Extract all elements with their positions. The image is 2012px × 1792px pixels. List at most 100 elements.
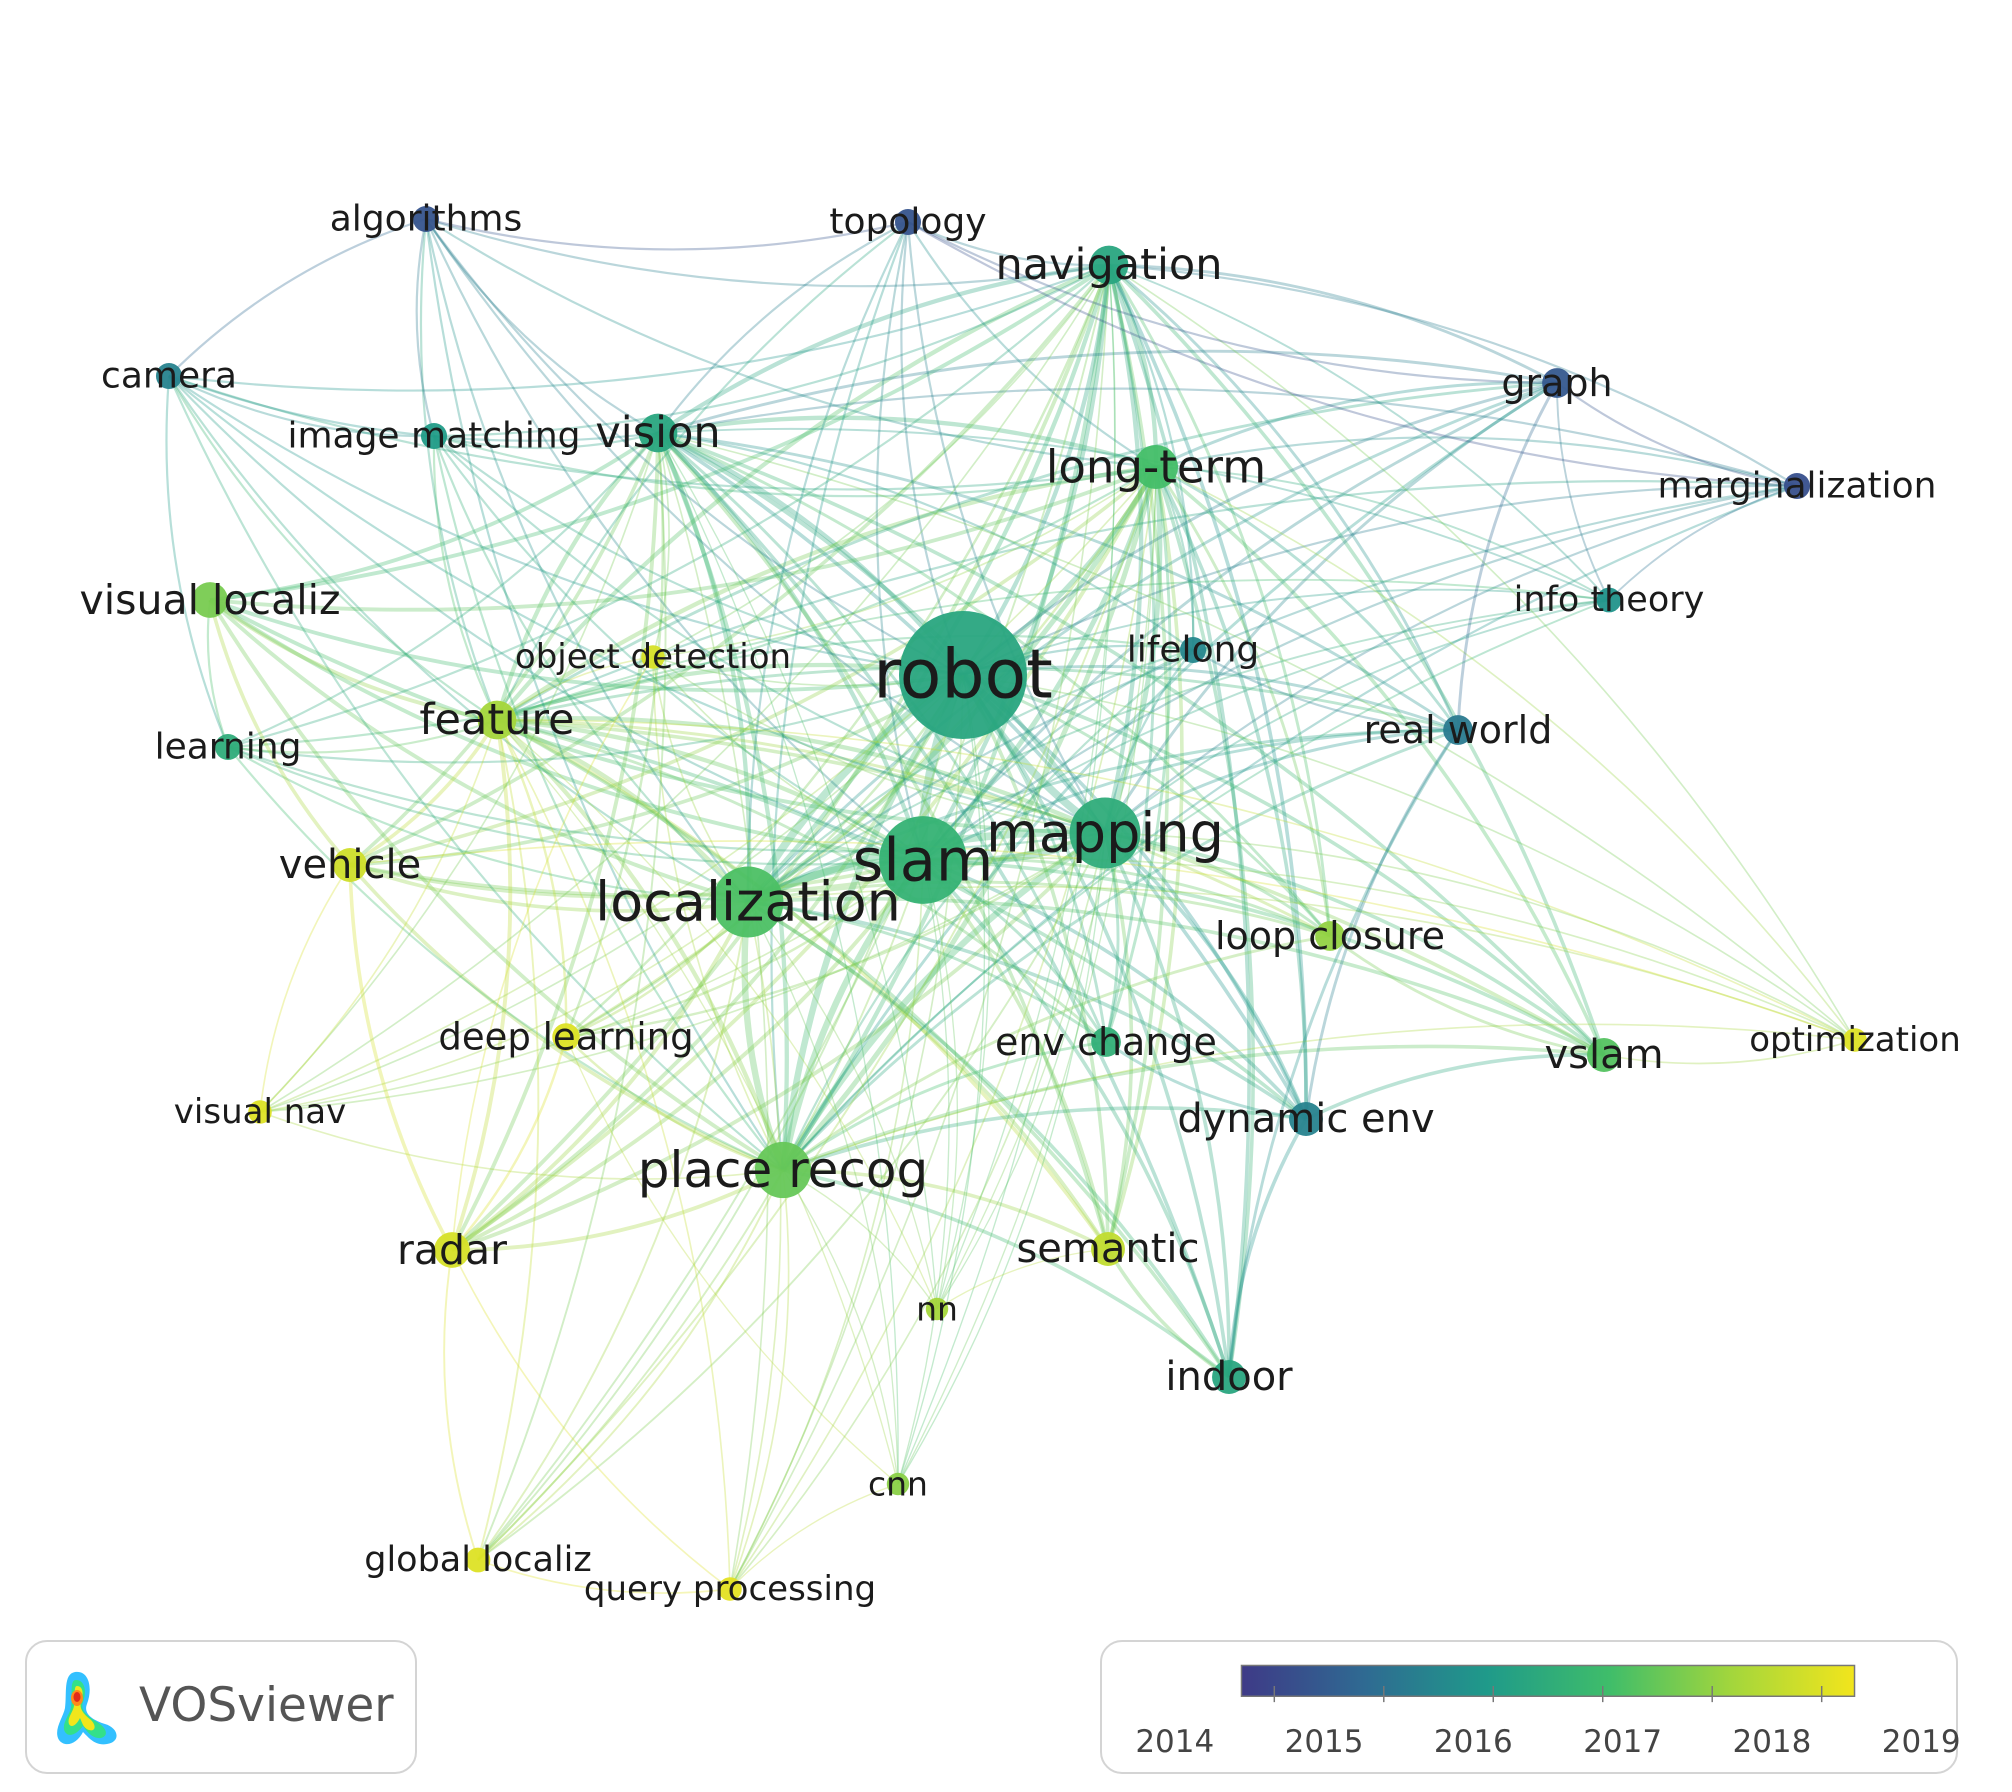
node-vision[interactable] bbox=[638, 413, 678, 453]
node-algorithms[interactable] bbox=[412, 205, 440, 233]
edge-place_recog-vision bbox=[656, 432, 789, 1171]
edge-optimization-mapping bbox=[1104, 832, 1856, 1041]
node-cnn[interactable] bbox=[886, 1472, 910, 1496]
node-global-localiz[interactable] bbox=[465, 1547, 491, 1573]
edge-lifelong-vision bbox=[657, 431, 1194, 651]
node-long-term[interactable] bbox=[1134, 445, 1178, 489]
node-label-radar: radar bbox=[397, 1226, 507, 1274]
node-feature[interactable] bbox=[477, 700, 517, 740]
node-semantic[interactable] bbox=[1091, 1232, 1125, 1266]
edge-nn-navigation bbox=[936, 264, 1116, 1310]
edge-env_change-localization bbox=[747, 900, 1107, 1044]
node-label-algorithms: algorithms bbox=[330, 199, 523, 240]
node-label-localization: localization bbox=[595, 871, 901, 934]
node-localization[interactable] bbox=[712, 866, 784, 938]
edge-slam-navigation bbox=[921, 264, 1112, 862]
node-dynamic-env[interactable] bbox=[1289, 1102, 1323, 1136]
edge-deep_learning-feature bbox=[495, 719, 568, 1038]
edge-indoor-robot bbox=[961, 673, 1231, 1378]
edge-cnn-place_recog bbox=[782, 1169, 899, 1485]
node-visual-localiz[interactable] bbox=[192, 582, 228, 618]
legend-tick-label: 2016 bbox=[1433, 1724, 1513, 1760]
node-label-info-theory: info theory bbox=[1514, 580, 1705, 620]
edge-radar-navigation bbox=[450, 264, 1111, 1252]
edge-mapping-feature bbox=[496, 715, 1106, 835]
edge-marginalization-long_term bbox=[1155, 436, 1798, 488]
edge-radar-long_term bbox=[450, 466, 1158, 1252]
node-object-detection[interactable] bbox=[641, 645, 665, 669]
edge-dynamic_env-indoor bbox=[1227, 1118, 1308, 1378]
node-label-robot: robot bbox=[873, 636, 1053, 715]
node-loop-closure[interactable] bbox=[1315, 921, 1345, 951]
edge-semantic-indoor bbox=[1106, 1248, 1230, 1379]
node-graph[interactable] bbox=[1542, 368, 1572, 398]
edge-semantic-localization bbox=[747, 900, 1110, 1250]
edge-loop_closure-vslam bbox=[1329, 934, 1605, 1057]
edge-optimization-slam bbox=[922, 857, 1856, 1041]
edge-learning-robot bbox=[227, 673, 964, 764]
node-label-slam: slam bbox=[853, 826, 994, 895]
node-info-theory[interactable] bbox=[1596, 587, 1622, 613]
edge-lifelong-feature bbox=[496, 634, 1194, 722]
node-place-recog[interactable] bbox=[754, 1141, 812, 1199]
edge-cnn-feature bbox=[496, 719, 899, 1485]
edge-camera-mapping bbox=[168, 375, 1106, 835]
node-lifelong[interactable] bbox=[1179, 636, 1207, 664]
edge-deep_learning-robot bbox=[565, 674, 965, 1039]
edge-image_matching-long_term bbox=[433, 434, 1157, 498]
edge-vehicle-navigation bbox=[349, 263, 1111, 867]
node-mapping[interactable] bbox=[1069, 797, 1141, 869]
edge-topology-slam bbox=[875, 221, 925, 861]
node-real-world[interactable] bbox=[1443, 715, 1473, 745]
node-vehicle[interactable] bbox=[333, 848, 367, 882]
node-image-matching[interactable] bbox=[420, 422, 448, 450]
edge-algorithms-mapping bbox=[425, 218, 1106, 834]
edge-nn-localization bbox=[747, 901, 938, 1310]
node-radar[interactable] bbox=[434, 1232, 470, 1268]
edge-real_world-long_term bbox=[1155, 465, 1460, 731]
edge-vehicle-radar bbox=[348, 864, 454, 1251]
edge-semantic-nn bbox=[936, 1248, 1109, 1310]
edge-indoor-place_recog bbox=[782, 1168, 1231, 1379]
edge-object_detection-mapping bbox=[652, 656, 1106, 834]
edge-loop_closure-slam bbox=[922, 857, 1331, 938]
edge-info_theory-navigation bbox=[1108, 264, 1610, 601]
node-deep-learning[interactable] bbox=[552, 1023, 580, 1051]
node-robot[interactable] bbox=[899, 611, 1027, 739]
edge-localization-feature bbox=[496, 718, 750, 904]
node-vslam[interactable] bbox=[1587, 1038, 1621, 1072]
node-navigation[interactable] bbox=[1089, 245, 1129, 285]
edge-place_recog-feature bbox=[495, 718, 786, 1171]
node-optimization[interactable] bbox=[1843, 1028, 1867, 1052]
edge-vehicle-feature bbox=[349, 719, 499, 867]
edge-cnn-slam bbox=[897, 859, 950, 1485]
node-label-visual-localiz: visual localiz bbox=[80, 576, 341, 624]
edge-marginalization-localization bbox=[747, 484, 1798, 903]
edge-vslam-optimization bbox=[1603, 1039, 1856, 1065]
node-env-change[interactable] bbox=[1091, 1027, 1121, 1057]
edge-graph-mapping bbox=[1103, 381, 1558, 834]
node-topology[interactable] bbox=[894, 208, 922, 236]
node-nn[interactable] bbox=[925, 1297, 949, 1321]
edge-graph-info_theory bbox=[1556, 382, 1610, 601]
node-label-dynamic-env: dynamic env bbox=[1177, 1096, 1434, 1142]
edge-learning-localization bbox=[227, 746, 749, 904]
node-slam[interactable] bbox=[879, 816, 967, 904]
edge-slam-long_term bbox=[921, 466, 1159, 862]
node-indoor[interactable] bbox=[1212, 1360, 1246, 1394]
edge-topology-vision bbox=[657, 221, 909, 434]
edge-indoor-vision bbox=[656, 431, 1231, 1378]
legend-tick-label: 2015 bbox=[1284, 1724, 1364, 1760]
edge-graph-real_world bbox=[1456, 382, 1559, 731]
edge-graph-long_term bbox=[1155, 381, 1558, 469]
edge-indoor-long_term bbox=[1154, 466, 1255, 1378]
edge-query_processing-long_term bbox=[729, 466, 1157, 1590]
node-learning[interactable] bbox=[214, 733, 242, 761]
node-camera[interactable] bbox=[155, 362, 183, 390]
edge-visual_nav-slam bbox=[259, 859, 924, 1113]
node-visual-nav[interactable] bbox=[248, 1100, 272, 1124]
edge-layer bbox=[165, 217, 1856, 1594]
node-query-processing[interactable] bbox=[718, 1577, 742, 1601]
edge-mapping-navigation bbox=[1102, 264, 1144, 834]
node-marginalization[interactable] bbox=[1783, 472, 1811, 500]
